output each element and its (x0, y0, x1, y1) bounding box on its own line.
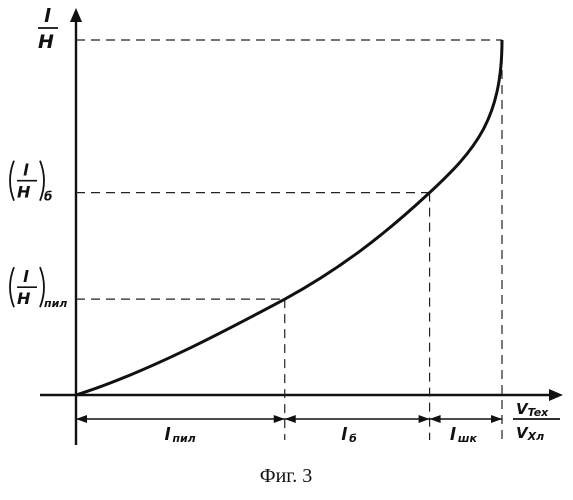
svg-text:пил: пил (172, 432, 195, 445)
svg-text:VTex: VTex (516, 400, 549, 419)
segment-б: lб (285, 415, 430, 445)
figure-caption: Фиг. 3 (260, 465, 312, 487)
curve-line (76, 40, 502, 395)
svg-text:пил: пил (44, 297, 67, 310)
segment-dimension-lines: lпилlбlшк (76, 415, 502, 445)
svg-text:l: l (44, 5, 51, 27)
segment-шк: lшк (430, 415, 502, 445)
svg-text:H: H (38, 31, 54, 53)
svg-text:H: H (17, 183, 31, 202)
y-tick-label-2: lHб (10, 161, 52, 204)
segment-пил: lпил (76, 415, 285, 445)
svg-text:l: l (164, 425, 171, 445)
svg-text:l: l (23, 161, 29, 180)
x-axis-label: VTex VXл (513, 400, 560, 443)
dashed-guides (76, 40, 502, 440)
y-tick-label-1: lHпил (10, 267, 67, 310)
svg-text:l: l (23, 267, 29, 286)
svg-text:l: l (341, 425, 348, 445)
y-axis-arrow (70, 8, 82, 22)
y-axis-label: l H (38, 5, 58, 53)
y-tick-labels: lHпилlHб (10, 161, 67, 311)
x-axis-arrow (549, 389, 563, 401)
svg-text:б: б (349, 432, 357, 445)
svg-text:шк: шк (458, 432, 478, 445)
svg-text:б: б (44, 190, 52, 204)
svg-text:H: H (17, 289, 31, 308)
svg-text:VXл: VXл (516, 424, 544, 443)
svg-text:l: l (450, 425, 457, 445)
